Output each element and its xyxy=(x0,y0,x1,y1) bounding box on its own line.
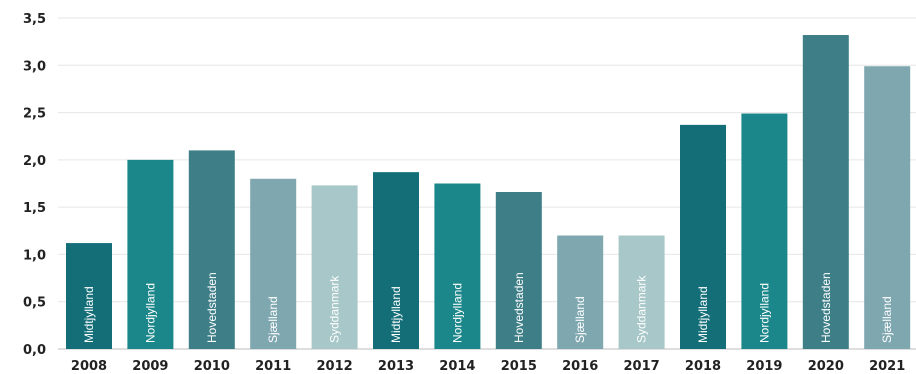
x-tick-label: 2012 xyxy=(317,359,353,374)
bar xyxy=(495,192,542,349)
x-tick-label: 2017 xyxy=(624,359,660,374)
bar xyxy=(250,178,297,349)
bar-region-label: Hovedstaden xyxy=(205,272,219,343)
bar-region-label: Sjælland xyxy=(573,296,587,343)
x-tick-label: 2010 xyxy=(194,359,230,374)
x-tick-label: 2020 xyxy=(808,359,844,374)
bar-region-label: Nordjylland xyxy=(450,283,464,343)
x-tick-label: 2014 xyxy=(439,359,475,374)
bar xyxy=(434,183,481,349)
bar-region-label: Midtjylland xyxy=(389,286,403,343)
bar-region-label: Sjælland xyxy=(880,296,894,343)
bar-region-label: Nordjylland xyxy=(757,283,771,343)
bar-region-label: Syddanmark xyxy=(328,275,342,343)
x-tick-label: 2015 xyxy=(501,359,537,374)
bar xyxy=(680,124,726,349)
x-tick-label: 2016 xyxy=(562,359,598,374)
x-tick-label: 2009 xyxy=(132,359,168,374)
bar xyxy=(864,66,911,349)
y-tick-label: 3,5 xyxy=(23,12,46,27)
bar xyxy=(802,35,849,349)
y-tick-label: 3,0 xyxy=(23,59,46,74)
y-tick-label: 0,5 xyxy=(23,296,46,311)
x-tick-label: 2008 xyxy=(71,359,107,374)
bar xyxy=(127,159,174,349)
bar xyxy=(557,235,604,349)
x-tick-label: 2011 xyxy=(255,359,291,374)
y-tick-label: 1,5 xyxy=(23,201,46,216)
bars: Midtjylland Nordjylland Hovedstaden Sjællan… xyxy=(66,35,911,349)
bar xyxy=(66,243,112,349)
bar-region-label: Nordjylland xyxy=(143,283,157,343)
bar-region-label: Hovedstaden xyxy=(512,272,526,343)
bar-region-label: Midtjylland xyxy=(696,286,710,343)
y-tick-label: 2,5 xyxy=(23,107,46,122)
x-tick-label: 2019 xyxy=(746,359,782,374)
bar xyxy=(188,150,235,349)
y-axis: 0,0 0,5 1,0 1,5 2,0 2,5 3,0 3,5 xyxy=(23,12,46,358)
y-tick-label: 0,0 xyxy=(23,343,46,358)
x-axis: 2008 2009 2010 2011 2012 2013 2014 2015 2016 2017… xyxy=(71,359,905,374)
bar-region-label: Sjælland xyxy=(266,296,280,343)
y-tick-label: 1,0 xyxy=(23,248,46,263)
x-tick-label: 2021 xyxy=(869,359,905,374)
bar-region-label: Hovedstaden xyxy=(819,272,833,343)
bar-region-label: Syddanmark xyxy=(635,275,649,343)
bar xyxy=(311,185,358,349)
bar-region-label: Midtjylland xyxy=(82,286,96,343)
x-tick-label: 2013 xyxy=(378,359,414,374)
bar xyxy=(373,172,419,349)
bar xyxy=(618,235,665,349)
bar xyxy=(741,113,788,349)
x-tick-label: 2018 xyxy=(685,359,721,374)
y-tick-label: 2,0 xyxy=(23,154,46,169)
